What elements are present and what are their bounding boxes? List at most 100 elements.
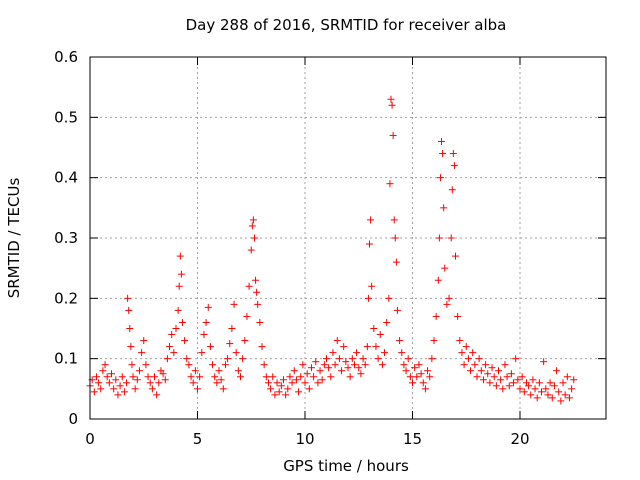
data-point [249,216,257,224]
data-point [386,180,394,188]
data-point [303,370,311,378]
data-point [250,234,258,242]
data-point [381,349,389,357]
data-point [400,361,408,369]
y-tick-label: 0.3 [54,229,78,247]
data-point [366,240,373,248]
data-point [172,325,180,332]
data-point [234,367,242,375]
data-point [243,312,251,320]
data-point [92,373,100,381]
data-point [126,325,134,332]
data-point [357,370,365,378]
data-point [497,376,505,384]
data-point [140,337,148,345]
data-point [305,385,313,393]
data-point [421,385,429,393]
data-point [454,312,462,320]
data-point [390,216,398,224]
data-point [142,361,150,369]
data-point [267,385,275,393]
data-point [131,385,139,393]
data-point [447,234,455,242]
data-point [128,361,136,369]
data-point [363,343,371,351]
data-point [307,364,315,372]
data-point [529,376,537,384]
data-point [458,349,466,357]
data-point [292,376,300,384]
data-point [277,382,285,390]
data-point [331,361,339,369]
data-point [467,367,475,375]
chart-title: Day 288 of 2016, SRMTID for receiver alb… [186,16,507,34]
data-point [335,355,343,363]
data-point [323,355,330,363]
data-point [116,382,124,390]
y-tick-label: 0.2 [54,289,78,307]
data-point [361,361,369,369]
data-point [325,364,333,372]
data-point [383,318,391,326]
data-point [252,276,260,284]
data-point [440,204,448,212]
data-point [112,376,120,384]
data-point [443,300,451,308]
data-point [316,367,324,375]
data-point [535,379,543,387]
data-point [475,355,483,363]
data-point [342,358,350,366]
data-point [464,355,472,363]
data-point [441,264,449,272]
data-point [114,391,122,399]
data-point [168,331,176,339]
data-point [103,373,111,381]
data-point [473,373,481,381]
y-axis-label: SRMTID / TECUs [5,178,23,299]
data-point [151,373,158,381]
data-point [518,373,526,381]
data-point [159,370,167,378]
data-point [144,373,152,381]
data-point [527,391,535,399]
data-point [435,234,443,242]
data-point [486,379,494,387]
data-point [507,370,515,378]
data-point [241,337,249,345]
data-point [495,367,502,375]
data-point [120,388,128,396]
data-point [333,337,341,345]
data-point [525,382,533,390]
data-point [561,391,569,399]
data-point [398,349,406,357]
data-point [359,355,367,363]
data-point [520,388,528,396]
data-point [163,355,171,363]
data-point [219,385,227,393]
data-point [206,343,214,351]
data-point [353,349,361,357]
data-point [428,355,436,363]
data-point [129,373,137,381]
data-point [123,379,131,387]
data-point [290,367,298,375]
data-point [176,252,184,260]
data-point [95,379,103,387]
data-point [499,385,507,393]
data-point [314,379,322,387]
data-point [288,379,296,387]
data-point [232,349,240,357]
data-point [452,252,459,260]
data-point [213,379,221,387]
data-point [548,394,556,402]
data-point [409,379,416,387]
data-point [411,364,419,372]
data-point [125,306,133,314]
data-point [262,373,270,381]
data-point [538,388,545,396]
data-point [310,373,318,381]
data-point [378,361,386,369]
y-tick-label: 0.1 [54,350,78,368]
data-point [209,361,217,369]
data-point [146,379,154,387]
